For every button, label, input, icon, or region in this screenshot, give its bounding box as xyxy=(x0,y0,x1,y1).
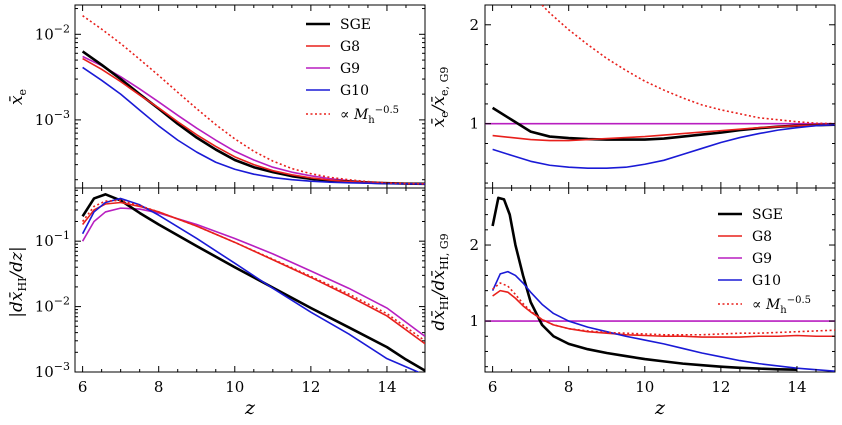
ylabel-dxhi-dz: |dx̄HI/dz| xyxy=(7,246,29,317)
x-tick-label: 6 xyxy=(488,378,498,396)
series-mh05 xyxy=(81,199,425,342)
series-g10 xyxy=(492,123,835,170)
y-tick-label: 10−2 xyxy=(35,295,70,316)
legend-item-g10: G10 xyxy=(306,83,369,99)
svg-text:G10: G10 xyxy=(752,273,781,289)
curves-tl xyxy=(81,15,425,186)
panel-top-left xyxy=(74,4,426,189)
x-tick-label: 12 xyxy=(711,378,730,396)
legend-item-g8: G8 xyxy=(718,229,772,245)
xlabel-left: z xyxy=(244,397,256,419)
series-mh05 xyxy=(492,282,835,336)
legend-bottom-right: SGE G8 G9 G10 ∝ Mh−0.5 xyxy=(718,207,811,316)
y-tick-label: 10−3 xyxy=(35,360,70,381)
y-tick-label: 10−3 xyxy=(35,108,70,129)
xlabel-right: z xyxy=(654,397,666,419)
panel-bottom-left xyxy=(74,187,426,373)
panel-frame xyxy=(74,187,426,373)
legend-item-g9: G9 xyxy=(306,61,360,77)
panel-bottom-right xyxy=(484,187,836,373)
ylabel-dxhi-ratio: dx̄HI/dx̄HI, G9 xyxy=(429,233,451,330)
series-g10 xyxy=(82,66,425,185)
svg-text:G9: G9 xyxy=(340,61,360,77)
series-mh05 xyxy=(541,5,835,125)
ylabel-dxhi-ratio-text: dx̄HI/dx̄HI, G9 xyxy=(429,233,451,330)
series-g8 xyxy=(492,123,835,142)
svg-text:∝ Mh−0.5: ∝ Mh−0.5 xyxy=(340,105,399,126)
x-tick-label: 14 xyxy=(377,378,396,396)
curves-bl xyxy=(81,193,425,372)
svg-text:SGE: SGE xyxy=(340,17,371,33)
y-tick-label: 2 xyxy=(469,16,479,34)
svg-text:G8: G8 xyxy=(340,39,360,55)
svg-text:G8: G8 xyxy=(752,229,772,245)
x-tick-label: 6 xyxy=(78,378,88,396)
x-tick-label: 10 xyxy=(225,378,244,396)
legend-top-left: SGE G8 G9 G10 ∝ Mh−0.5 xyxy=(306,17,399,126)
legend-item-g10: G10 xyxy=(718,273,781,289)
ylabel-dxhi-dz-text: |dx̄HI/dz| xyxy=(7,246,29,317)
ylabel-xe-text: x̄e xyxy=(7,89,29,105)
data-curves xyxy=(81,5,835,372)
ylabel-xe-ratio: x̄e/x̄e, G9 xyxy=(429,67,451,128)
legend-item-g9: G9 xyxy=(718,251,772,267)
ticks-bl: 6 8 10 12 14 10−1 10−2 10−3 xyxy=(35,188,426,396)
ylabel-xe-ratio-text: x̄e/x̄e, G9 xyxy=(429,67,451,128)
series-g10 xyxy=(491,270,835,372)
series-g10 xyxy=(81,197,421,372)
panel-frame xyxy=(74,4,426,189)
series-g9 xyxy=(81,207,425,338)
svg-text:SGE: SGE xyxy=(752,207,783,223)
y-tick-label: 1 xyxy=(469,312,479,330)
legend-item-mh-scaling: ∝ Mh−0.5 xyxy=(718,295,811,316)
series-mh05 xyxy=(82,15,425,185)
svg-text:G10: G10 xyxy=(340,83,369,99)
panel-frame xyxy=(484,187,836,373)
series-sge xyxy=(491,196,797,372)
y-tick-label: 10−2 xyxy=(35,22,70,43)
legend-item-mh-scaling: ∝ Mh−0.5 xyxy=(306,105,399,126)
curves-tr xyxy=(485,5,835,170)
svg-text:G9: G9 xyxy=(752,251,772,267)
x-tick-label: 12 xyxy=(301,378,320,396)
ylabel-xe: x̄e xyxy=(7,89,29,105)
y-tick-label: 2 xyxy=(469,236,479,254)
series-sge xyxy=(81,193,425,372)
ticks-tr: 12 xyxy=(469,4,836,188)
legend-item-g8: G8 xyxy=(306,39,360,55)
curves-br xyxy=(485,196,835,372)
series-g8 xyxy=(492,289,835,338)
x-tick-label: 8 xyxy=(564,378,574,396)
ticks-tl: 10−2 10−3 xyxy=(35,5,426,188)
series-g8 xyxy=(81,201,425,345)
legend-item-sge: SGE xyxy=(718,207,783,223)
x-tick-label: 10 xyxy=(635,378,654,396)
y-tick-label: 10−1 xyxy=(35,229,70,250)
legend-item-sge: SGE xyxy=(306,17,371,33)
x-tick-label: 14 xyxy=(787,378,806,396)
x-tick-label: 8 xyxy=(154,378,164,396)
svg-text:∝ Mh−0.5: ∝ Mh−0.5 xyxy=(752,295,811,316)
y-tick-label: 1 xyxy=(469,115,479,133)
